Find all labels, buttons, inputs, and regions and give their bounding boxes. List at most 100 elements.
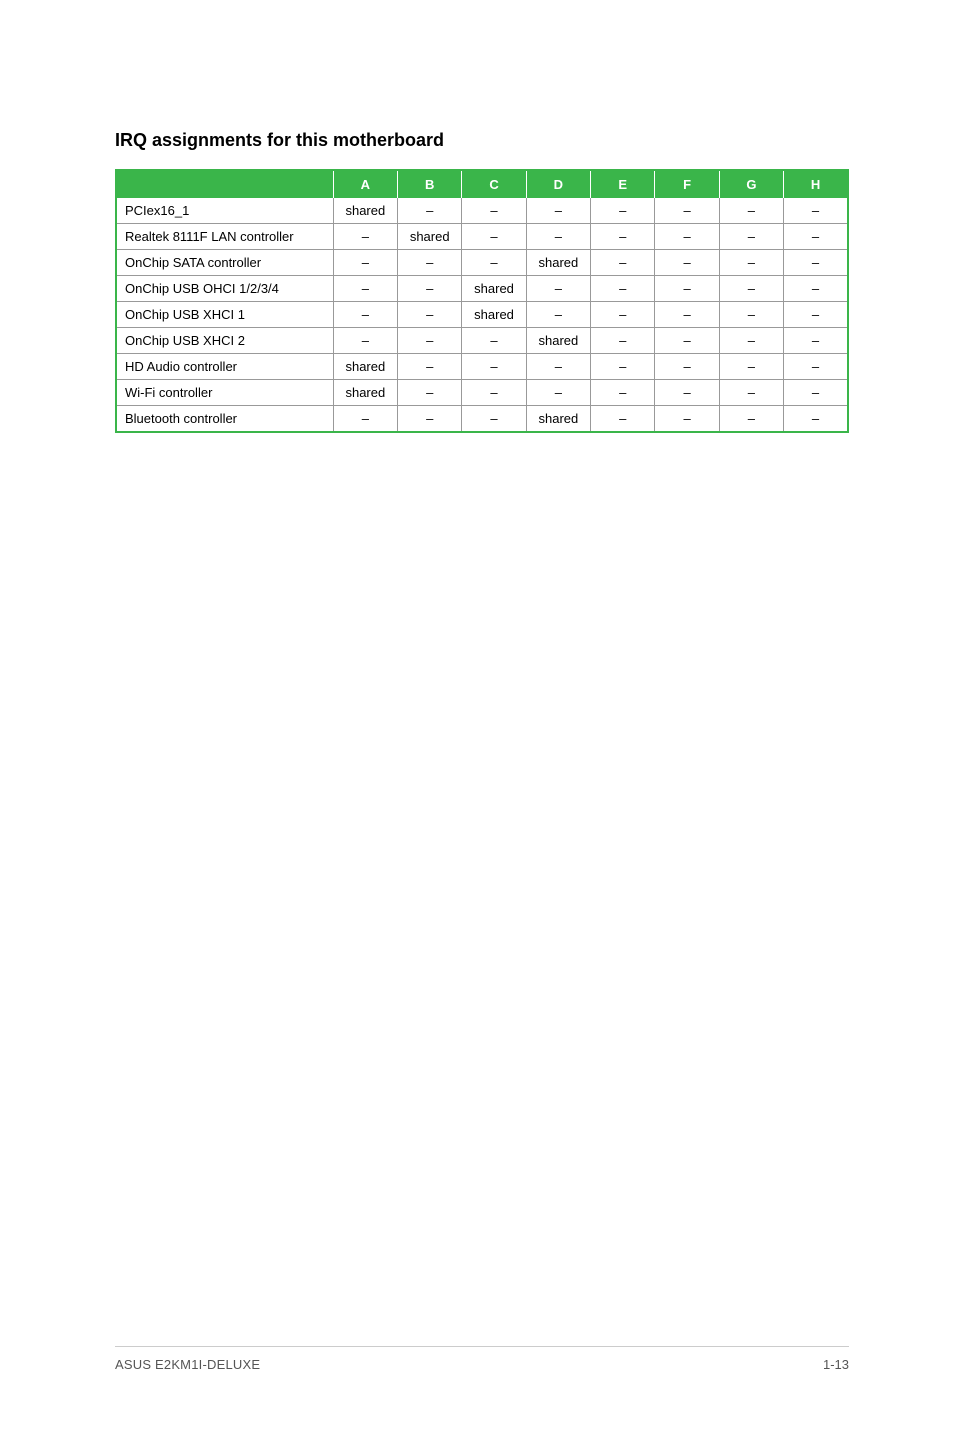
cell: – <box>719 250 783 276</box>
cell: – <box>333 328 397 354</box>
table-row: Realtek 8111F LAN controller – shared – … <box>116 224 848 250</box>
cell: – <box>462 250 526 276</box>
cell: – <box>784 276 848 302</box>
table-row: OnChip USB XHCI 1 – – shared – – – – – <box>116 302 848 328</box>
cell: – <box>655 250 719 276</box>
cell: – <box>655 354 719 380</box>
cell: – <box>719 224 783 250</box>
cell: – <box>655 224 719 250</box>
irq-assignments-table: A B C D E F G H PCIex16_1 shared – – – –… <box>115 169 849 433</box>
cell: shared <box>398 224 462 250</box>
row-label: OnChip USB OHCI 1/2/3/4 <box>116 276 333 302</box>
cell: – <box>333 302 397 328</box>
cell: – <box>655 198 719 224</box>
cell: – <box>462 354 526 380</box>
row-label: HD Audio controller <box>116 354 333 380</box>
row-label: OnChip SATA controller <box>116 250 333 276</box>
cell: – <box>398 328 462 354</box>
cell: – <box>591 406 655 433</box>
cell: – <box>398 250 462 276</box>
cell: – <box>719 354 783 380</box>
cell: – <box>526 354 590 380</box>
row-label: OnChip USB XHCI 2 <box>116 328 333 354</box>
table-header-c: C <box>462 170 526 198</box>
cell: – <box>333 250 397 276</box>
section-title: IRQ assignments for this motherboard <box>115 130 849 151</box>
cell: – <box>591 302 655 328</box>
cell: – <box>655 328 719 354</box>
cell: – <box>784 406 848 433</box>
cell: – <box>655 276 719 302</box>
cell: – <box>591 380 655 406</box>
table-row: OnChip SATA controller – – – shared – – … <box>116 250 848 276</box>
cell: – <box>526 224 590 250</box>
cell: – <box>333 406 397 433</box>
cell: – <box>526 276 590 302</box>
cell: – <box>719 198 783 224</box>
cell: – <box>784 302 848 328</box>
footer-page-number: 1-13 <box>823 1357 849 1372</box>
cell: – <box>784 380 848 406</box>
table-header-h: H <box>784 170 848 198</box>
cell: – <box>398 380 462 406</box>
table-row: PCIex16_1 shared – – – – – – – <box>116 198 848 224</box>
cell: – <box>398 354 462 380</box>
page-footer: ASUS E2KM1I-DELUXE 1-13 <box>115 1346 849 1372</box>
page: IRQ assignments for this motherboard A B… <box>0 0 954 1432</box>
table-row: Bluetooth controller – – – shared – – – … <box>116 406 848 433</box>
cell: – <box>591 224 655 250</box>
cell: – <box>719 406 783 433</box>
cell: shared <box>462 302 526 328</box>
cell: – <box>784 328 848 354</box>
table-header-g: G <box>719 170 783 198</box>
cell: – <box>591 250 655 276</box>
cell: – <box>784 354 848 380</box>
cell: – <box>591 354 655 380</box>
footer-product-name: ASUS E2KM1I-DELUXE <box>115 1357 260 1372</box>
cell: – <box>398 198 462 224</box>
table-row: HD Audio controller shared – – – – – – – <box>116 354 848 380</box>
cell: shared <box>462 276 526 302</box>
cell: – <box>591 276 655 302</box>
cell: – <box>462 224 526 250</box>
table-header-f: F <box>655 170 719 198</box>
cell: shared <box>333 198 397 224</box>
cell: – <box>655 406 719 433</box>
cell: – <box>398 276 462 302</box>
cell: – <box>398 406 462 433</box>
table-header-blank <box>116 170 333 198</box>
cell: – <box>719 276 783 302</box>
cell: – <box>333 276 397 302</box>
table-row: OnChip USB OHCI 1/2/3/4 – – shared – – –… <box>116 276 848 302</box>
cell: – <box>784 198 848 224</box>
cell: – <box>333 224 397 250</box>
cell: – <box>719 302 783 328</box>
table-header-a: A <box>333 170 397 198</box>
cell: – <box>591 328 655 354</box>
cell: shared <box>333 380 397 406</box>
cell: shared <box>526 328 590 354</box>
cell: – <box>784 224 848 250</box>
cell: – <box>526 380 590 406</box>
row-label: Realtek 8111F LAN controller <box>116 224 333 250</box>
cell: – <box>462 406 526 433</box>
row-label: PCIex16_1 <box>116 198 333 224</box>
cell: – <box>526 302 590 328</box>
table-header-e: E <box>591 170 655 198</box>
cell: – <box>462 380 526 406</box>
cell: – <box>655 302 719 328</box>
table-body: PCIex16_1 shared – – – – – – – Realtek 8… <box>116 198 848 432</box>
table-header-b: B <box>398 170 462 198</box>
cell: shared <box>526 406 590 433</box>
table-row: Wi-Fi controller shared – – – – – – – <box>116 380 848 406</box>
cell: – <box>526 198 590 224</box>
cell: – <box>462 198 526 224</box>
cell: – <box>398 302 462 328</box>
cell: – <box>655 380 719 406</box>
cell: – <box>462 328 526 354</box>
row-label: Bluetooth controller <box>116 406 333 433</box>
cell: shared <box>333 354 397 380</box>
cell: – <box>719 328 783 354</box>
table-header-d: D <box>526 170 590 198</box>
table-header-row: A B C D E F G H <box>116 170 848 198</box>
